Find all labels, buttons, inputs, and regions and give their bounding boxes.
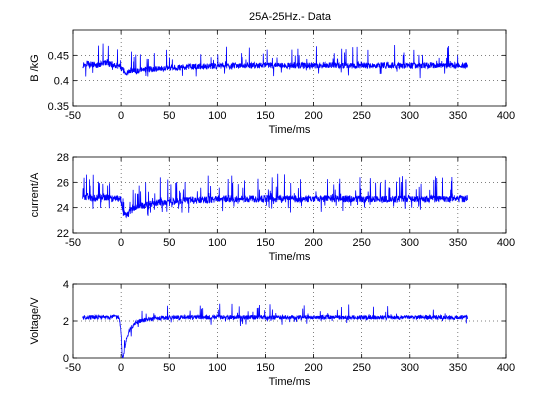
x-tick-label: 100	[208, 110, 226, 122]
x-tick-label: 150	[256, 362, 274, 374]
x-tick-label: 200	[304, 237, 322, 249]
y-tick-label: 4	[63, 279, 69, 291]
x-axis-label: Time/ms	[269, 124, 311, 136]
series-line	[82, 303, 468, 359]
x-tick-label: 50	[163, 237, 175, 249]
y-axis-label: Voltage/V	[29, 297, 41, 345]
x-tick-label: 300	[401, 362, 419, 374]
x-tick-label: 0	[118, 237, 124, 249]
x-tick-label: 150	[256, 110, 274, 122]
x-tick-label: 150	[256, 237, 274, 249]
y-tick-label: 24	[57, 203, 69, 215]
x-tick-label: 400	[497, 110, 515, 122]
x-tick-label: 50	[163, 362, 175, 374]
subplot-3: -50 0 50 100 150 200 250 300 350 400024Time/msVol…	[29, 279, 515, 388]
x-tick-label: 100	[208, 362, 226, 374]
x-tick-label: 300	[401, 237, 419, 249]
x-axis-label: Time/ms	[269, 251, 311, 263]
x-tick-label: 200	[304, 110, 322, 122]
figure-title: 25A-25Hz.- Data	[249, 11, 332, 23]
y-tick-label: 28	[57, 152, 69, 164]
x-tick-label: 350	[449, 362, 467, 374]
x-axis-label: Time/ms	[269, 376, 311, 388]
x-tick-label: 400	[497, 362, 515, 374]
x-tick-label: 350	[449, 110, 467, 122]
series-line	[82, 173, 468, 219]
x-tick-label: 400	[497, 237, 515, 249]
subplot-2: -50 0 50 100 150 200 250 300 350 400 22 24 26 28 Time/…	[29, 152, 515, 263]
x-tick-label: 200	[304, 362, 322, 374]
x-tick-label: 250	[352, 237, 370, 249]
x-tick-label: -50	[65, 237, 81, 249]
x-tick-label: -50	[65, 362, 81, 374]
y-tick-label: 0.35	[48, 101, 69, 113]
series-line	[82, 43, 468, 79]
y-axis-label: B /kG	[29, 54, 41, 82]
y-tick-label: 2	[63, 316, 69, 328]
x-tick-label: 50	[163, 110, 175, 122]
x-tick-label: 100	[208, 237, 226, 249]
x-tick-label: -50	[65, 110, 81, 122]
x-tick-label: 250	[352, 362, 370, 374]
y-tick-label: 0	[63, 353, 69, 365]
y-tick-label: 22	[57, 228, 69, 240]
y-axis-label: current/A	[29, 172, 41, 217]
x-tick-label: 350	[449, 237, 467, 249]
subplot-1: -50 0 50 100 150 200 250 300 350 400 0.35 0.4 0.45 Ti…	[29, 29, 515, 136]
y-tick-label: 0.4	[54, 76, 69, 88]
y-tick-label: 0.45	[48, 50, 69, 62]
y-tick-label: 26	[57, 177, 69, 189]
x-tick-label: 0	[118, 110, 124, 122]
x-tick-label: 300	[401, 110, 419, 122]
x-tick-label: 0	[118, 362, 124, 374]
x-tick-label: 250	[352, 110, 370, 122]
